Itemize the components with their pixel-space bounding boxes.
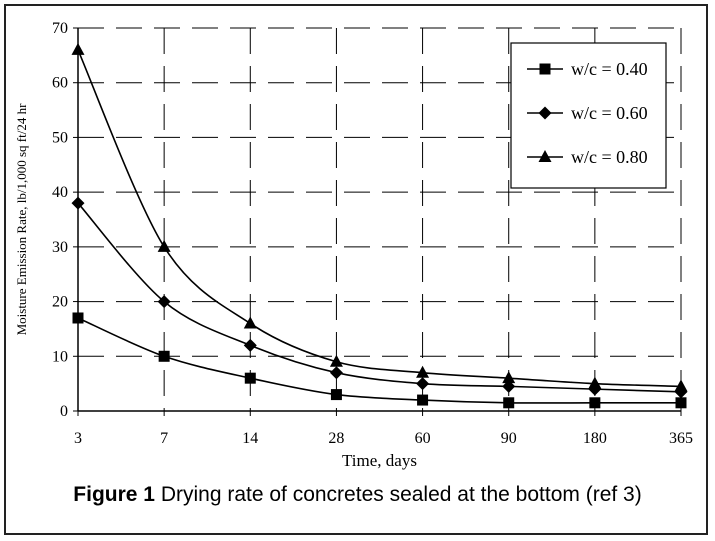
x-tick-label: 3: [74, 430, 82, 447]
data-point-square: [72, 312, 84, 324]
data-point-square: [589, 397, 601, 409]
x-tick-label: 180: [583, 430, 607, 447]
data-point-diamond: [71, 196, 85, 210]
x-tick-label: 28: [328, 430, 344, 447]
data-point-triangle: [243, 316, 257, 329]
data-point-triangle: [329, 354, 343, 367]
series-square: [72, 312, 687, 409]
y-tick-labels: 0 10 20 30 40 50 60 70: [52, 20, 68, 420]
series-line: [77, 49, 682, 388]
series-lines: [71, 42, 688, 409]
data-point-triangle: [674, 379, 688, 392]
x-tick-label: 90: [501, 430, 517, 447]
series-triangle: [71, 42, 688, 392]
x-tick-label: 7: [160, 430, 168, 447]
legend: w/c = 0.40 w/c = 0.60 w/c = 0.80: [510, 42, 667, 189]
y-tick-label: 20: [52, 294, 68, 311]
y-tick-label: 10: [52, 348, 68, 365]
data-point-triangle: [588, 376, 602, 389]
legend-label: w/c = 0.80: [571, 147, 648, 167]
grid-lines: [78, 27, 682, 411]
data-point-triangle: [157, 239, 171, 252]
y-tick-label: 30: [52, 239, 68, 256]
legend-marker-diamond: [538, 106, 552, 120]
data-point-diamond: [243, 338, 257, 352]
legend-label: w/c = 0.60: [571, 103, 648, 123]
data-point-triangle: [71, 42, 85, 55]
y-axis-label: Moisture Emission Rate, lb/1,000 sq ft/2…: [14, 103, 29, 335]
figure-caption-label: Figure 1: [73, 483, 155, 506]
data-point-diamond: [157, 295, 171, 309]
legend-label: w/c = 0.40: [571, 59, 648, 79]
figure-caption: Figure 1 Drying rate of concretes sealed…: [0, 483, 715, 507]
drying-rate-chart: 0 10 20 30 40 50 60 70 3 7 14 28 60 90 180 365 Time, d…: [14, 20, 693, 470]
data-point-diamond: [416, 377, 430, 391]
y-tick-label: 0: [60, 403, 68, 420]
y-tick-label: 40: [52, 184, 68, 201]
figure-caption-text: Drying rate of concretes sealed at the b…: [160, 483, 642, 506]
x-tick-label: 14: [242, 430, 258, 447]
legend-box: [510, 42, 667, 189]
x-tick-labels: 3 7 14 28 60 90 180 365: [74, 430, 693, 447]
x-axis-label: Time, days: [342, 451, 417, 470]
data-point-square: [158, 350, 170, 362]
data-point-square: [675, 397, 687, 409]
y-tick-label: 70: [52, 20, 68, 37]
data-point-square: [417, 394, 429, 406]
data-point-square: [244, 372, 256, 384]
data-point-triangle: [416, 365, 430, 378]
y-tick-label: 50: [52, 129, 68, 146]
axes: [73, 27, 682, 416]
x-tick-label: 60: [415, 430, 431, 447]
data-point-square: [330, 389, 342, 401]
data-point-square: [503, 397, 515, 409]
x-tick-label: 365: [669, 430, 693, 447]
legend-marker-square: [539, 63, 551, 75]
data-point-diamond: [329, 366, 343, 380]
y-tick-label: 60: [52, 75, 68, 92]
series-line: [77, 317, 681, 404]
data-point-triangle: [502, 371, 516, 384]
series-line: [77, 202, 682, 393]
legend-marker-triangle: [538, 150, 552, 162]
